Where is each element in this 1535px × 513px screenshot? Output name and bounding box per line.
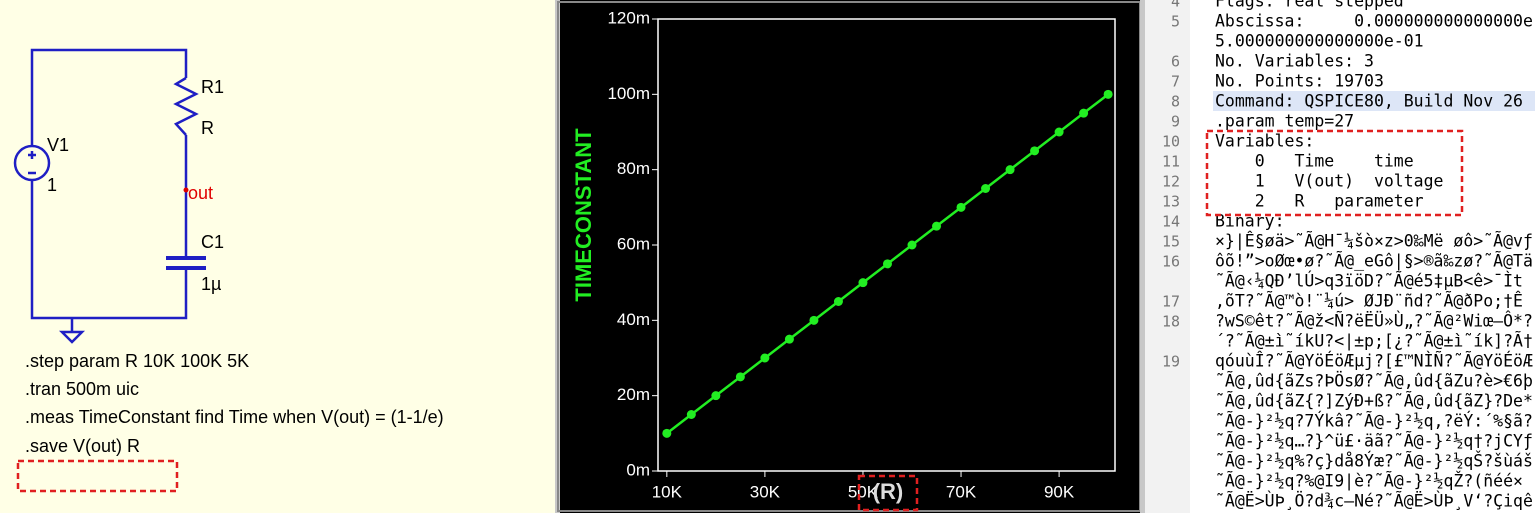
x-tick-label: 10K [652, 482, 683, 501]
schematic-panel [0, 0, 555, 513]
line-number: 8 [1171, 93, 1180, 111]
point [1103, 89, 1113, 99]
point [858, 278, 868, 288]
code-line: 1 V(out) voltage [1215, 172, 1443, 191]
plot-panel [560, 0, 1140, 513]
net-dot [183, 187, 189, 193]
x-tick-label: 50K [848, 482, 879, 501]
code-line: Abscissa: 0.000000000000000e [1215, 12, 1533, 31]
line-number: 11 [1162, 153, 1180, 171]
component-name: R1 [201, 77, 224, 97]
code-line: 5.000000000000000e-01 [1215, 32, 1424, 51]
directive: .meas TimeConstant find Time when V(out)… [25, 407, 444, 427]
code-line: ˜Ã@-}²½q?%@I9|è?˜Ã@-}²½qŽ?(ñéé× [1215, 472, 1523, 491]
line-number: 18 [1162, 313, 1180, 331]
point [1079, 108, 1089, 118]
point [956, 202, 966, 212]
line-number: 14 [1162, 213, 1180, 231]
point [809, 315, 819, 325]
point [760, 353, 770, 363]
point [1030, 146, 1040, 156]
y-tick-label: 80m [617, 159, 650, 178]
plot: 0m 20m 40m 60m 80m 100m 120m 10K 30K 50K 70K 90K [607, 8, 1116, 501]
directive: .step param R 10K 100K 5K [25, 351, 249, 371]
directive: .tran 500m uic [25, 379, 139, 399]
line-number: 12 [1162, 173, 1180, 191]
line-number: 7 [1171, 73, 1180, 91]
line-number: 15 [1162, 233, 1180, 251]
code-line: Flags: real stepped [1215, 0, 1404, 11]
line-number: 6 [1171, 53, 1180, 71]
point [882, 259, 892, 269]
point [932, 221, 942, 231]
code-line: Variables: [1215, 132, 1314, 151]
code-line: ˜Ã@,ûd{ãZs?ÞÖsØ?˜Ã@,ûd{ãZu?è>€6þ [1215, 372, 1533, 391]
wires [13, 48, 206, 344]
y-tick-label: 40m [617, 310, 650, 329]
line-number: 19 [1162, 353, 1180, 371]
line-number: 13 [1162, 193, 1180, 211]
point [711, 391, 721, 401]
point [735, 372, 745, 382]
point [686, 410, 696, 419]
highlight-box [857, 474, 919, 512]
component-value: R [201, 118, 214, 138]
code-line: .param temp=27 [1215, 112, 1354, 131]
component-value: 1 [47, 175, 57, 195]
point [981, 184, 991, 193]
code-line: Command: QSPICE80, Build Nov 26 [1215, 92, 1523, 111]
point [833, 297, 843, 306]
splitter [1140, 0, 1145, 513]
y-tick-label: 60m [617, 234, 650, 253]
x-tick-label: 90K [1044, 482, 1075, 501]
point [1054, 127, 1064, 137]
code-line: No. Variables: 3 [1215, 52, 1374, 71]
line-number: 17 [1162, 293, 1180, 311]
y-axis-label: TIMECONSTANT [571, 128, 596, 302]
code-line: No. Points: 19703 [1215, 72, 1384, 91]
highlight-box [1205, 129, 1464, 217]
x-axis-label: (R) [873, 479, 904, 504]
code-line: ˜Ã@-}²½q%?ç}då8Ýæ?˜Ã@-}²½qŠ?šùáš [1215, 452, 1533, 471]
code-line: ˜Ã@Ë>ÙÞ¸Ö?d¾c—Né?˜Ã@Ë>ÙÞ¸V‘?Çiqê [1215, 492, 1533, 511]
line-numbers: 4 5 6 7 8 9 10 11 12 13 14 15 16 17 18 19 [1162, 0, 1180, 371]
code-line: ˜Ã@-}²½q?7Ýkâ?˜Ã@-}²½q,?ëÝ:´%§ã? [1215, 412, 1533, 431]
point [662, 428, 672, 438]
code-line: 2 R parameter [1215, 192, 1424, 211]
point [907, 240, 917, 250]
component-name: V1 [47, 135, 69, 155]
code-line: qóuùÎ?˜Ã@YöÉöÆµj?[£™NÌÑ?˜Ã@YöÉöÆ [1215, 352, 1533, 371]
directive: .save V(out) R [25, 436, 140, 456]
y-tick-label: 100m [607, 84, 650, 103]
code-line: ˜Ã@-}²½q…?}^ü£·äã?˜Ã@-}²½q†?jCYƒ [1215, 432, 1533, 451]
code-line: ˜Ã@‹¼QÐ’lÚ>q3ïöD?˜Ã@é5‡µB<ê>¯Ìt [1215, 272, 1523, 291]
code-line: ôõ!”>oØœ•ø?˜Ã@_eGô|§>®ã‰zø?˜Ã@Tä [1215, 252, 1533, 271]
gutter [1145, 0, 1190, 513]
code-line: ?wS©êt?˜Ã@ž<Ñ?ëËÜ»Ù„?˜Ã@²Wiœ—Ô*? [1215, 312, 1533, 331]
code-line: ´?˜Ã@±ì˜íkU?<|±p;[¿?˜Ã@±ì˜ík]?Ã† [1215, 332, 1533, 351]
code-line: ,õT?˜Ã@™ò!¨¼ú> ØJÐ¨ñd?˜Ã@ðPo;†Ê [1215, 292, 1523, 311]
y-tick-label: 0m [626, 460, 650, 479]
component-name: C1 [201, 232, 224, 252]
x-tick-label: 70K [946, 482, 977, 501]
line-number: 4 [1171, 0, 1180, 11]
highlight-box [16, 459, 179, 493]
x-tick-label: 30K [750, 482, 781, 501]
component-value: 1µ [201, 274, 221, 294]
y-tick-label: 120m [607, 8, 650, 27]
code-line: ×}|Ê§øä>˜Ã@H¯¼šò×z>0‰Më øô>˜Ã@vƒ [1215, 232, 1533, 251]
point [1005, 165, 1015, 175]
line-number: 9 [1171, 113, 1180, 131]
net-label: out [188, 183, 213, 203]
y-tick-label: 20m [617, 385, 650, 404]
line-number: 16 [1162, 253, 1180, 271]
line-number: 5 [1171, 13, 1180, 31]
code-line: 0 Time time [1215, 152, 1414, 171]
current-line [1213, 91, 1535, 111]
code-line: ˜Ã@,ûd{ãZ{?]ZýÐ+ß?˜Ã@,ûd{ãZ}?De* [1215, 392, 1533, 411]
point [784, 334, 794, 344]
line-number: 10 [1162, 133, 1180, 151]
